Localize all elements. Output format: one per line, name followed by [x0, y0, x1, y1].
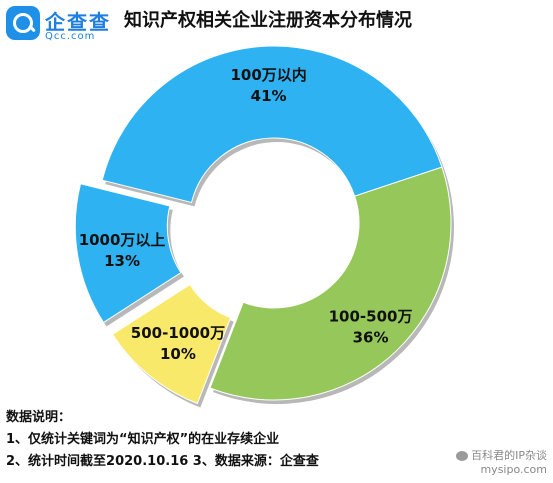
donut-slice — [111, 283, 232, 405]
slice-percent-label: 10% — [160, 345, 196, 363]
qcc-logo: 企查查 Qcc.com — [4, 4, 114, 44]
watermark-site: mysipo.com — [480, 463, 547, 476]
notes-line-2: 2、统计时间截至2020.10.16 3、数据来源：企查查 — [6, 454, 319, 469]
magnifier-logo-icon — [6, 6, 40, 40]
logo-domain: Qcc.com — [45, 31, 96, 42]
donut-slice — [74, 183, 182, 324]
logo-text: 企查查 — [45, 10, 111, 34]
chart-title: 知识产权相关企业注册资本分布情况 — [124, 10, 412, 31]
watermark-text: 百科君的IP杂谈 — [471, 449, 547, 462]
donut-chart: 100万以内 41% 100-500万 36% 500-1000万 10% 1000万以上 1… — [74, 45, 455, 408]
slice-category-label: 100-500万 — [329, 307, 413, 325]
donut-slice — [101, 45, 443, 204]
notes-heading: 数据说明： — [6, 410, 72, 425]
slice-percent-label: 36% — [353, 328, 389, 346]
slice-percent-label: 13% — [104, 252, 140, 270]
slice-category-label: 500-1000万 — [131, 324, 225, 342]
wechat-icon — [456, 451, 469, 461]
watermark: 百科君的IP杂谈 mysipo.com — [456, 449, 547, 477]
slice-percent-label: 41% — [251, 87, 287, 105]
notes-line-1: 1、仅统计关键词为“知识产权”的在业存续企业 — [6, 432, 280, 447]
data-notes: 数据说明： 1、仅统计关键词为“知识产权”的在业存续企业 2、统计时间截至202… — [6, 407, 319, 473]
slice-category-label: 100万以内 — [230, 66, 306, 84]
donut-slice — [209, 166, 452, 401]
slice-category-label: 1000万以上 — [79, 231, 166, 249]
